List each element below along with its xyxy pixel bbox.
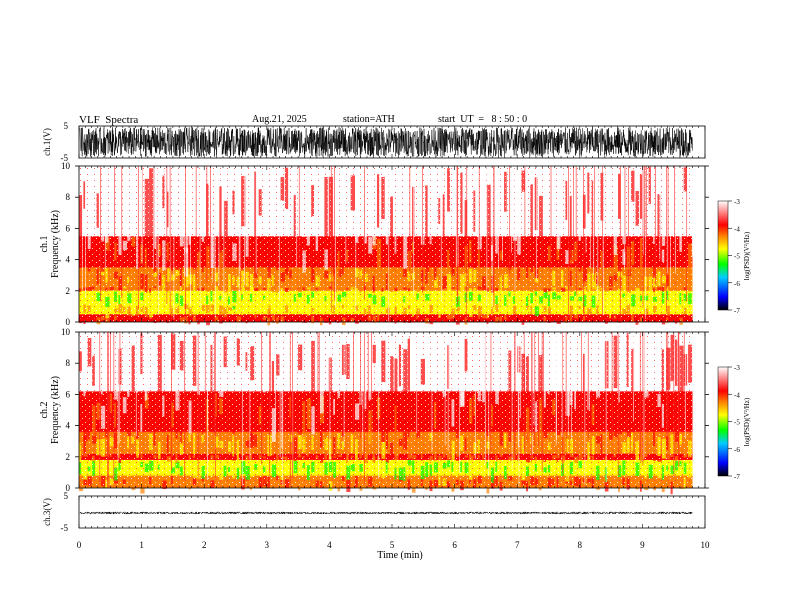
ytick-label: 10: [61, 161, 71, 171]
ch2-spectrogram-ylabel: Frequency (kHz): [50, 376, 61, 444]
station-label: station=ATH: [343, 114, 395, 125]
time-axis-label: Time (min): [377, 550, 422, 561]
ch3-waveform-trace: [79, 510, 693, 516]
ytick-label: 2: [66, 452, 71, 462]
xtick-label: 5: [390, 540, 395, 550]
colorbar-tick-label: -7: [734, 307, 740, 315]
ch1-colorbar-ticks: -3 -4 -5 -6 -7: [728, 198, 740, 315]
ytick-label: 8: [66, 192, 71, 202]
ch1-spectrogram-ylabel: Frequency (kHz): [50, 210, 61, 278]
chart-title: VLF Spectra: [79, 114, 139, 126]
colorbar-tick-label: -6: [734, 446, 740, 454]
xtick-label: 6: [452, 540, 457, 550]
ch2-spectrogram-channel-label: ch.2: [39, 402, 50, 419]
ch3-waveform-ylabel: ch.3(V): [42, 498, 52, 526]
ytick-label: 4: [66, 255, 71, 265]
start-time-label: start UT = 8 : 50 : 0: [438, 114, 528, 125]
ytick-label: 0: [66, 483, 71, 493]
ch1-colorbar-label: log(PSD)(V²/Hz): [743, 231, 751, 280]
time-axis: 0 1 2 3 4 5 6 7 8 9 10: [77, 126, 710, 550]
waveform-path: [79, 510, 693, 516]
ytick-label: 4: [66, 421, 71, 431]
ch1-waveform-trace: [79, 127, 693, 157]
ch1-spectrogram-heatmap: [79, 166, 693, 326]
ch1-ytick-5: 5: [64, 121, 69, 131]
ytick-label: 6: [66, 223, 71, 233]
spectrogram-noise: [79, 332, 693, 488]
colorbar-tick-label: -5: [734, 419, 740, 427]
xtick-label: 4: [327, 540, 332, 550]
date-label: Aug.21, 2025: [252, 114, 307, 125]
xtick-label: 3: [265, 540, 270, 550]
ch2-colorbar: [717, 366, 729, 477]
colorbar-tick-label: -3: [734, 198, 740, 206]
colorbar-tick-label: -3: [734, 364, 740, 372]
colorbar-tick-label: -7: [734, 473, 740, 481]
ch1-spectrogram-channel-label: ch.1: [39, 236, 50, 253]
waveform-path: [79, 127, 693, 157]
xtick-label: 9: [640, 540, 645, 550]
colorbar-tick-label: -5: [734, 253, 740, 261]
ch3-ytick-minus5: -5: [61, 523, 69, 533]
xtick-label: 10: [701, 540, 711, 550]
ch1-colorbar: [717, 200, 729, 311]
ytick-label: 6: [66, 389, 71, 399]
spectrogram-noise: [79, 166, 693, 322]
ch1-ytick-minus5: -5: [61, 153, 69, 163]
ch3-ytick-5: 5: [64, 491, 69, 501]
ytick-label: 10: [61, 327, 71, 337]
ch2-spectrogram-yaxis: 0 2 4 6 8 10: [61, 327, 709, 493]
colorbar-tick-label: -4: [734, 225, 740, 233]
ch1-spectrogram-yaxis: 0 2 4 6 8 10: [61, 161, 709, 327]
ch2-colorbar-label: log(PSD)(V²/Hz): [743, 397, 751, 446]
xtick-label: 1: [139, 540, 144, 550]
ytick-label: 2: [66, 286, 71, 296]
xtick-label: 8: [578, 540, 583, 550]
ch1-waveform-ylabel: ch.1(V): [42, 128, 52, 156]
ytick-label: 8: [66, 358, 71, 368]
xtick-label: 7: [515, 540, 520, 550]
colorbar-tick-label: -6: [734, 280, 740, 288]
ytick-label: 0: [66, 317, 71, 327]
colorbar-tick-label: -4: [734, 391, 740, 399]
ch2-colorbar-ticks: -3 -4 -5 -6 -7: [728, 364, 740, 481]
xtick-label: 0: [77, 540, 82, 550]
ch2-spectrogram-heatmap: [79, 332, 693, 495]
xtick-label: 2: [202, 540, 207, 550]
